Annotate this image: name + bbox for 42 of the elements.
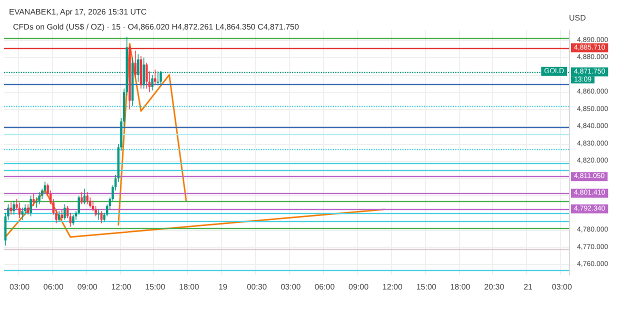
candlestick xyxy=(21,207,24,220)
candlestick xyxy=(80,192,83,205)
candlestick xyxy=(83,188,86,205)
candlestick xyxy=(72,214,74,226)
candlestick xyxy=(146,62,148,90)
x-tick-label: 12:00 xyxy=(111,282,132,292)
candlestick xyxy=(10,202,12,216)
x-tick-label: 00:30 xyxy=(246,282,268,292)
candlestick xyxy=(58,210,60,222)
chart-title: EVANABEK1, Apr 17, 2026 15:31 UTC xyxy=(9,8,147,16)
x-tick-label: 15:00 xyxy=(145,282,166,292)
candlestick xyxy=(86,192,88,205)
candlestick xyxy=(154,69,156,86)
candlestick xyxy=(60,209,64,220)
candlestick xyxy=(18,202,21,218)
candlestick xyxy=(98,209,100,220)
x-tick-label: 15:00 xyxy=(416,282,437,292)
x-tick-label: 21 xyxy=(524,282,534,292)
candlestick xyxy=(64,204,66,220)
candlestick xyxy=(100,210,103,224)
line-series xyxy=(118,43,187,226)
candlestick xyxy=(142,57,145,90)
x-tick-label: 09:00 xyxy=(77,282,98,292)
x-tick-label: 03:00 xyxy=(552,282,572,292)
x-tick-label: 06:00 xyxy=(314,282,336,292)
x-tick-label: 12:00 xyxy=(382,282,403,292)
x-tick-label: 18:00 xyxy=(179,282,200,292)
candlestick xyxy=(26,204,30,216)
x-tick-label: 09:00 xyxy=(348,282,370,292)
x-tick-label: 19 xyxy=(218,282,228,292)
candlestick xyxy=(151,74,154,91)
x-tick-label: 03:00 xyxy=(280,282,302,292)
candlestick xyxy=(38,192,40,205)
y-axis-title: USD xyxy=(569,14,586,22)
x-tick-label: 03:00 xyxy=(10,282,30,292)
chart-subtitle: CFDs on Gold (US$ / OZ) · 15 · O4,866.020 H4,872.261 L4,864.350 C4,871.750 xyxy=(13,22,300,32)
candlestick xyxy=(32,194,35,206)
candlestick xyxy=(134,50,136,79)
candlestick xyxy=(30,195,32,217)
x-tick-label: 18:00 xyxy=(450,282,471,292)
x-tick-label: 06:00 xyxy=(43,282,64,292)
x-tick-label: 20:30 xyxy=(484,282,505,292)
